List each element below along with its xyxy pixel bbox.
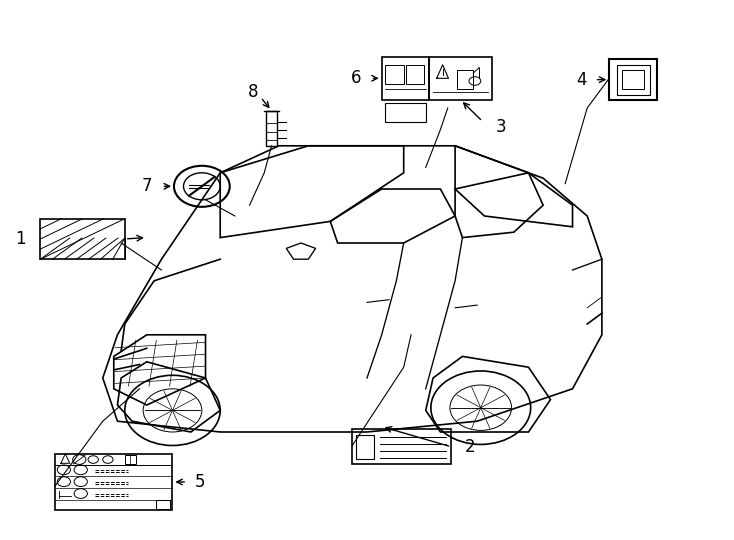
Text: 7: 7 — [142, 177, 152, 195]
Text: 1: 1 — [15, 230, 26, 248]
Text: 6: 6 — [351, 69, 361, 87]
Text: 5: 5 — [195, 473, 206, 491]
Text: 3: 3 — [495, 118, 506, 136]
Text: 8: 8 — [248, 83, 258, 101]
Text: 2: 2 — [465, 438, 475, 456]
Text: 4: 4 — [576, 71, 586, 89]
